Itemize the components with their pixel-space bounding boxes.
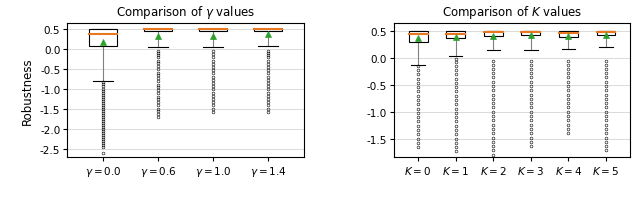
Bar — [446, 32, 465, 39]
Bar — [199, 30, 227, 32]
Bar — [484, 32, 502, 37]
Bar — [254, 30, 282, 32]
Bar — [522, 32, 540, 36]
Bar — [559, 32, 578, 38]
Bar — [409, 32, 428, 43]
Bar — [89, 30, 116, 47]
Title: Comparison of $K$ values: Comparison of $K$ values — [442, 4, 582, 21]
Bar — [144, 30, 172, 32]
Title: Comparison of $\gamma$ values: Comparison of $\gamma$ values — [116, 4, 255, 21]
Bar — [596, 32, 616, 36]
Y-axis label: Robustness: Robustness — [21, 57, 35, 125]
